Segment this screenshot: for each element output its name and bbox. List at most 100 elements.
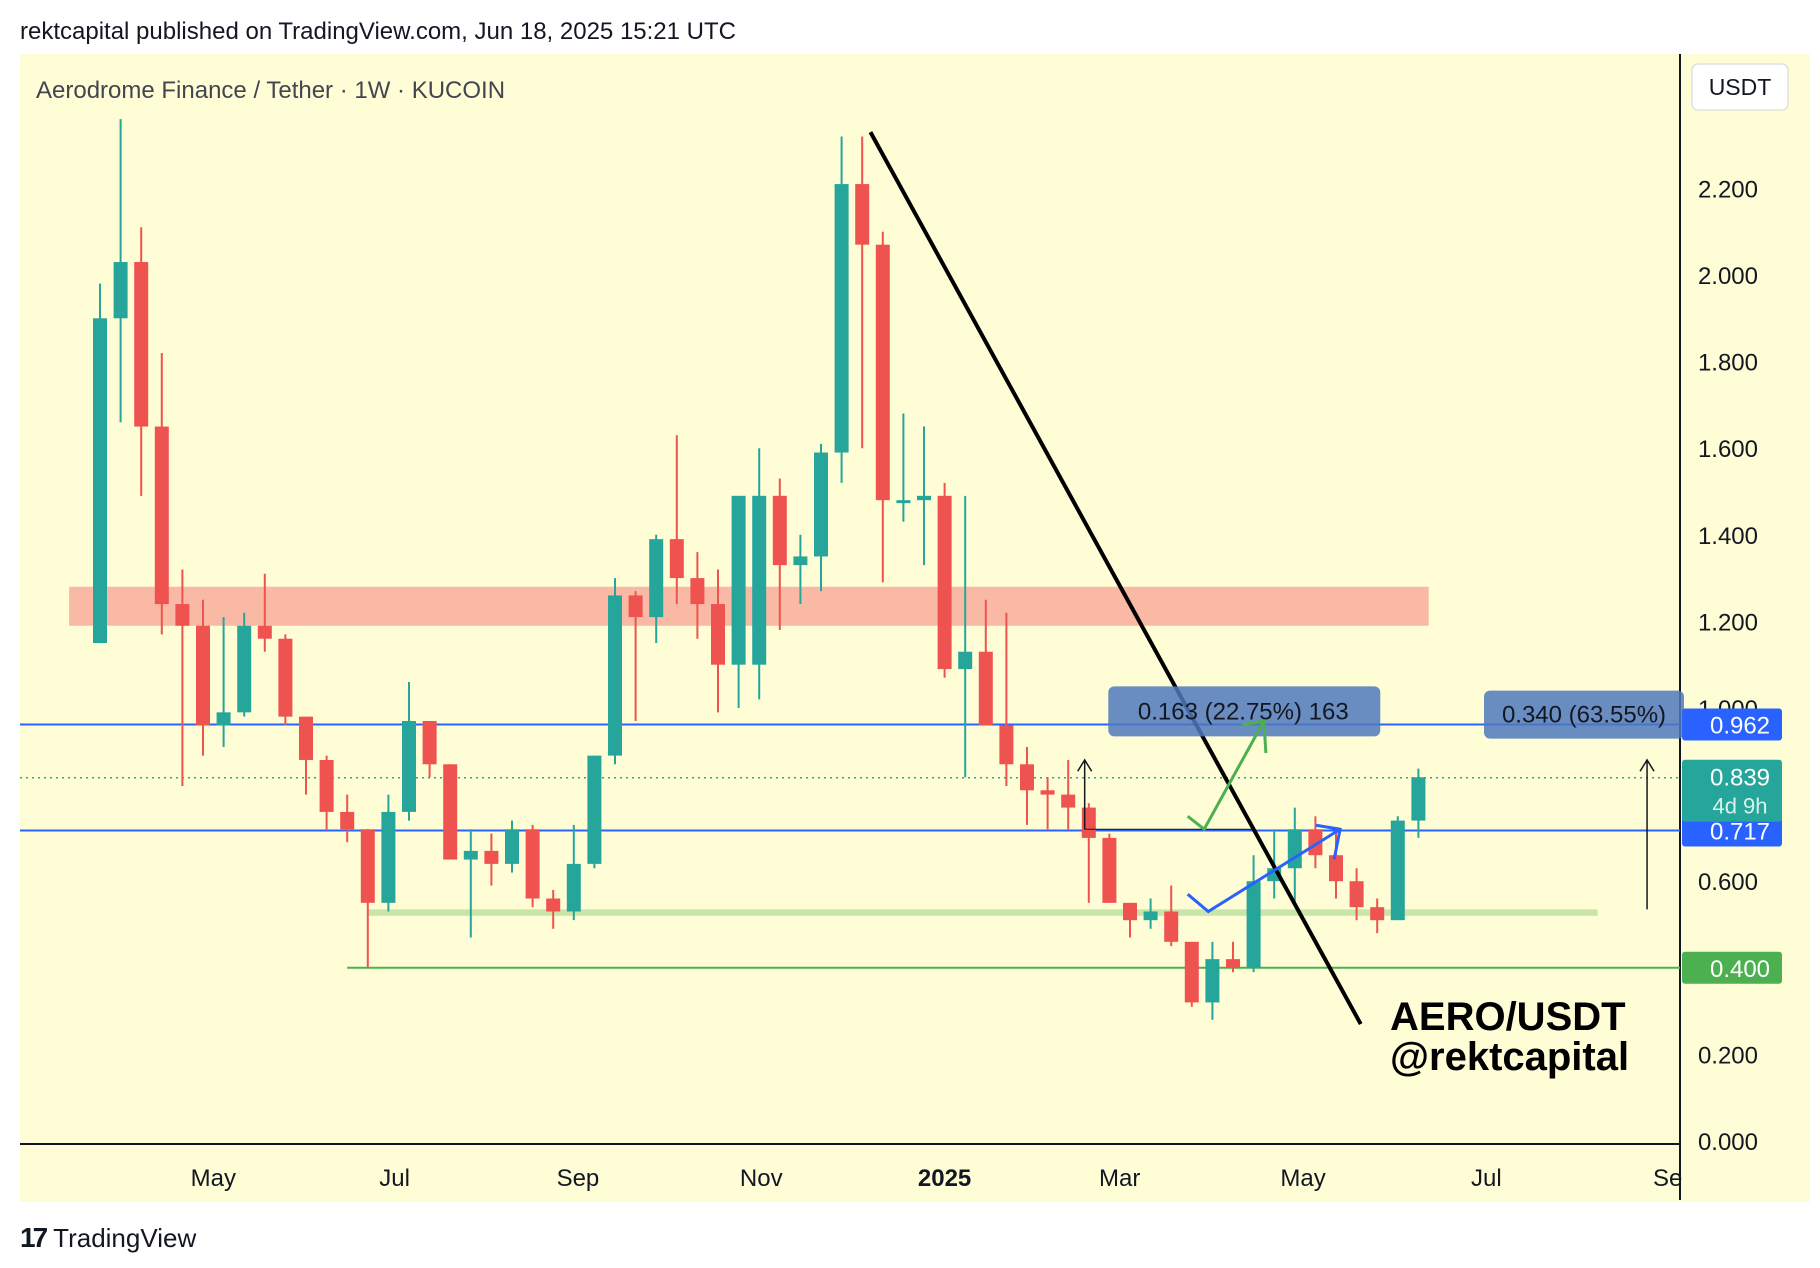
level-0962-label: 0.962	[1710, 712, 1770, 739]
x-tick-label: May	[1280, 1165, 1325, 1192]
candle-body[interactable]	[896, 500, 911, 504]
currency-badge[interactable]: USDT	[1691, 63, 1789, 111]
level-0962-badge	[1682, 708, 1782, 741]
candle-body[interactable]	[257, 625, 272, 639]
candle-body[interactable]	[1226, 959, 1240, 968]
tradingview-logo[interactable]: 17 TradingView	[20, 1222, 196, 1254]
candle-body[interactable]	[1411, 777, 1426, 821]
candle-body[interactable]	[340, 811, 355, 830]
candle-body[interactable]	[319, 759, 334, 812]
candle-body[interactable]	[1020, 764, 1034, 791]
candle-body[interactable]	[1329, 855, 1343, 882]
candle-body[interactable]	[978, 651, 993, 726]
y-tick-label: 0.000	[1698, 1129, 1758, 1156]
candle-body[interactable]	[402, 720, 416, 812]
measure-2-box	[1484, 690, 1684, 739]
y-tick-label: 1.200	[1698, 609, 1758, 636]
candle-body[interactable]	[216, 712, 231, 726]
candle-body[interactable]	[196, 625, 210, 726]
candle-body[interactable]	[1081, 807, 1096, 838]
candle-body[interactable]	[711, 604, 725, 665]
candle-body[interactable]	[834, 184, 849, 453]
candle-body[interactable]	[134, 262, 149, 427]
last-price-countdown: 4d 9h	[1712, 794, 1767, 819]
x-tick-label: Nov	[740, 1165, 783, 1192]
level-0717-label: 0.717	[1710, 819, 1770, 846]
candle-body[interactable]	[1040, 790, 1055, 795]
candle-body[interactable]	[917, 495, 931, 501]
candle-body[interactable]	[649, 539, 664, 618]
y-tick-label: 2.200	[1698, 176, 1758, 203]
candle-body[interactable]	[875, 244, 890, 501]
tradingview-brand: TradingView	[53, 1222, 197, 1253]
annotation-author: @rektcapital	[1390, 1035, 1629, 1079]
measure-1-box	[1108, 686, 1381, 737]
candle-body[interactable]	[1143, 911, 1158, 921]
candle-body[interactable]	[937, 495, 952, 670]
chart-title: Aerodrome Finance / Tether · 1W · KUCOIN	[36, 77, 505, 104]
candle-body[interactable]	[731, 495, 746, 665]
candle-body[interactable]	[299, 716, 313, 760]
y-tick-label: 1.800	[1698, 350, 1758, 377]
candle-body[interactable]	[958, 651, 973, 670]
annotation-pair: AERO/USDT	[1390, 995, 1626, 1039]
candle-body[interactable]	[1205, 959, 1220, 1003]
zone-support	[367, 909, 1598, 916]
x-tick-label: Se	[1653, 1165, 1682, 1192]
candle-body[interactable]	[154, 426, 169, 605]
candle-body[interactable]	[525, 829, 540, 899]
candle-body[interactable]	[381, 811, 396, 903]
candle-body[interactable]	[422, 720, 437, 765]
y-tick-label: 1.600	[1698, 436, 1758, 463]
x-tick-label: Jul	[1471, 1165, 1502, 1192]
candle-body[interactable]	[1164, 911, 1179, 942]
candle-body[interactable]	[546, 898, 561, 912]
candle-body[interactable]	[793, 556, 808, 566]
candle-body[interactable]	[93, 318, 107, 644]
candle-body[interactable]	[237, 625, 252, 713]
candle-body[interactable]	[1061, 794, 1076, 808]
candle-body[interactable]	[1390, 820, 1405, 921]
candle-body[interactable]	[1102, 837, 1117, 903]
x-tick-label: Sep	[557, 1165, 600, 1192]
candle-body[interactable]	[1184, 941, 1199, 1003]
zone-resistance	[69, 586, 1429, 626]
plot-background	[20, 54, 1810, 1202]
last-price-value: 0.839	[1710, 765, 1770, 792]
candle-body[interactable]	[1370, 907, 1385, 921]
candle-body[interactable]	[1246, 881, 1261, 968]
measure-2-arrowhead	[1639, 758, 1655, 772]
candle-body[interactable]	[855, 184, 870, 245]
last-price-badge	[1682, 759, 1782, 822]
candle-body[interactable]	[278, 638, 293, 717]
candle-body[interactable]	[669, 539, 684, 579]
candle-body[interactable]	[463, 850, 478, 860]
y-tick-label: 2.000	[1698, 263, 1758, 290]
candle-body[interactable]	[814, 452, 828, 557]
green-projection-arrow	[1186, 720, 1266, 832]
candle-body[interactable]	[1287, 829, 1302, 869]
level-0400-badge	[1682, 951, 1782, 984]
candle-body[interactable]	[608, 595, 622, 756]
candle-body[interactable]	[566, 863, 581, 912]
x-tick-label: May	[191, 1165, 236, 1192]
candle-body[interactable]	[175, 604, 190, 626]
candle-body[interactable]	[772, 495, 787, 566]
blue-projection-arrow	[1186, 827, 1341, 914]
candle-body[interactable]	[484, 850, 499, 864]
candle-body[interactable]	[1349, 881, 1364, 908]
candle-body[interactable]	[628, 595, 643, 618]
candle-body[interactable]	[505, 829, 519, 864]
candle-body[interactable]	[587, 755, 602, 864]
candle-body[interactable]	[113, 262, 128, 319]
candle-body[interactable]	[1308, 829, 1323, 856]
currency-label: USDT	[1709, 74, 1772, 100]
candle-body[interactable]	[1123, 902, 1137, 921]
trendline	[868, 131, 1363, 1026]
candle-body[interactable]	[443, 764, 458, 860]
candle-body[interactable]	[360, 829, 375, 903]
candle-body[interactable]	[752, 495, 767, 665]
candle-body[interactable]	[690, 578, 705, 605]
candle-body[interactable]	[999, 725, 1014, 765]
